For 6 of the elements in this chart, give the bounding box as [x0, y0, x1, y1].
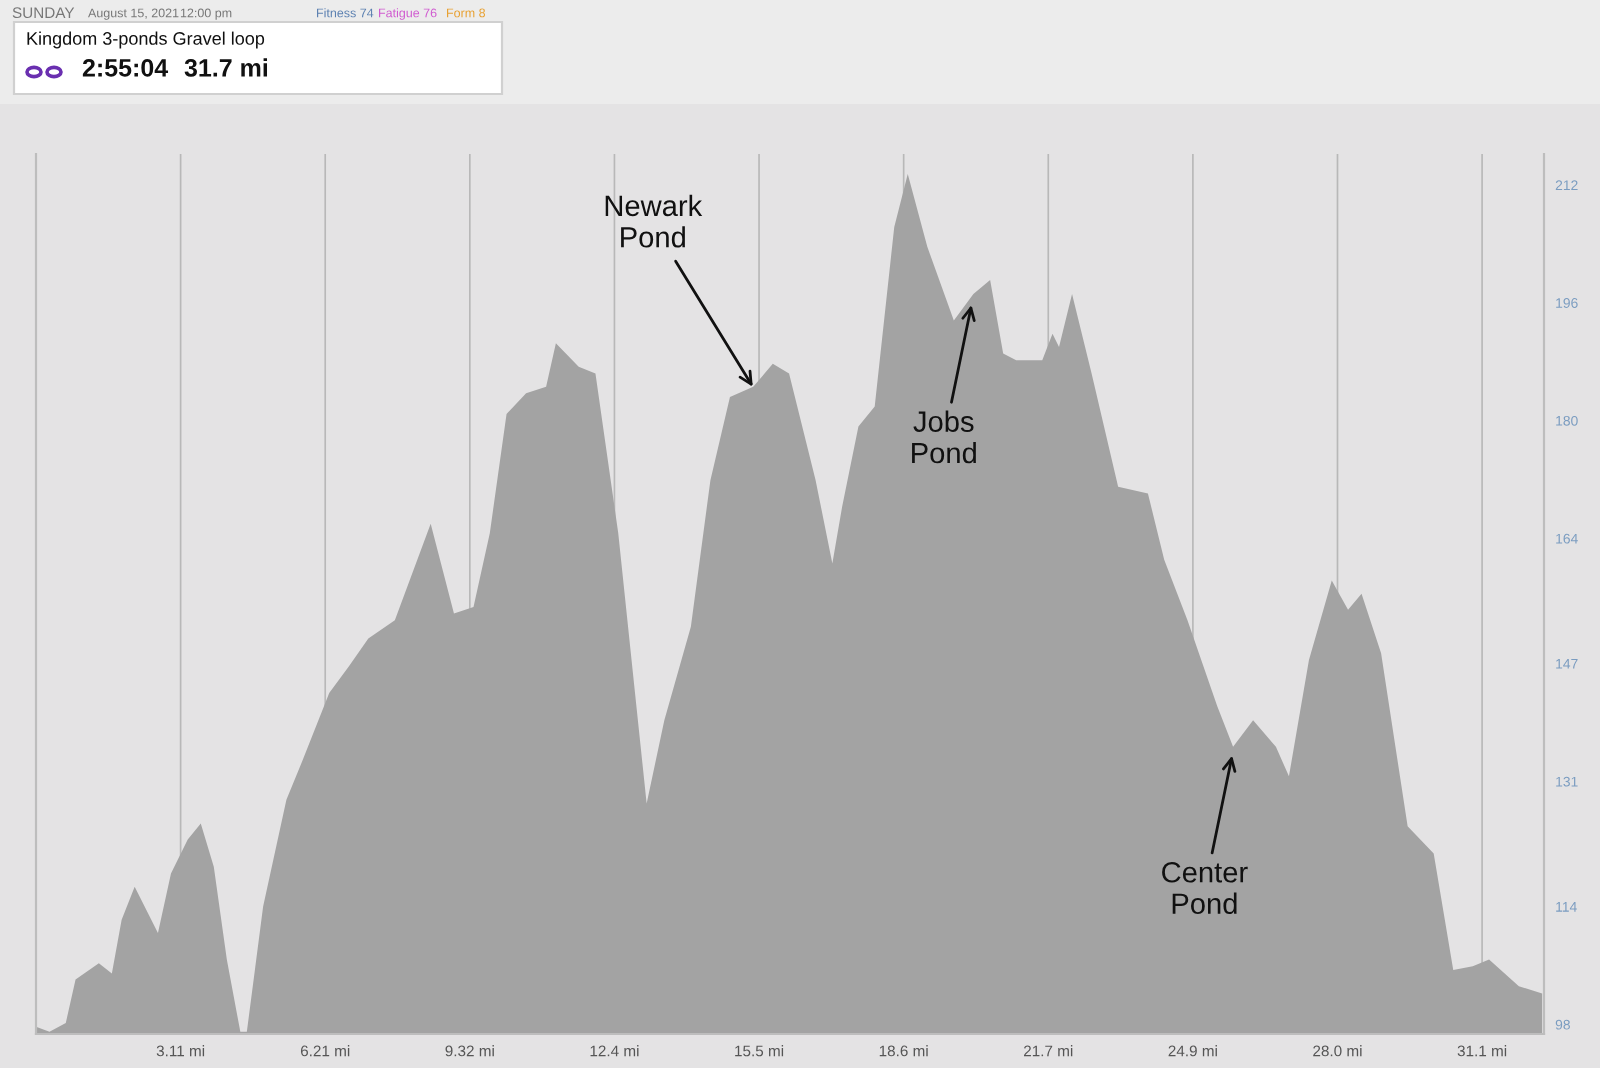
text: 31.7 mi: [184, 58, 268, 77]
annotation: Center Pond: [1162, 861, 1248, 915]
text: 2:55:04: [82, 59, 169, 77]
chart-title: Kingdom 3-ponds Gravel loop: [27, 31, 265, 49]
annotation: Newark Pond: [605, 194, 703, 248]
annotation: Jobs Pond: [912, 410, 976, 464]
